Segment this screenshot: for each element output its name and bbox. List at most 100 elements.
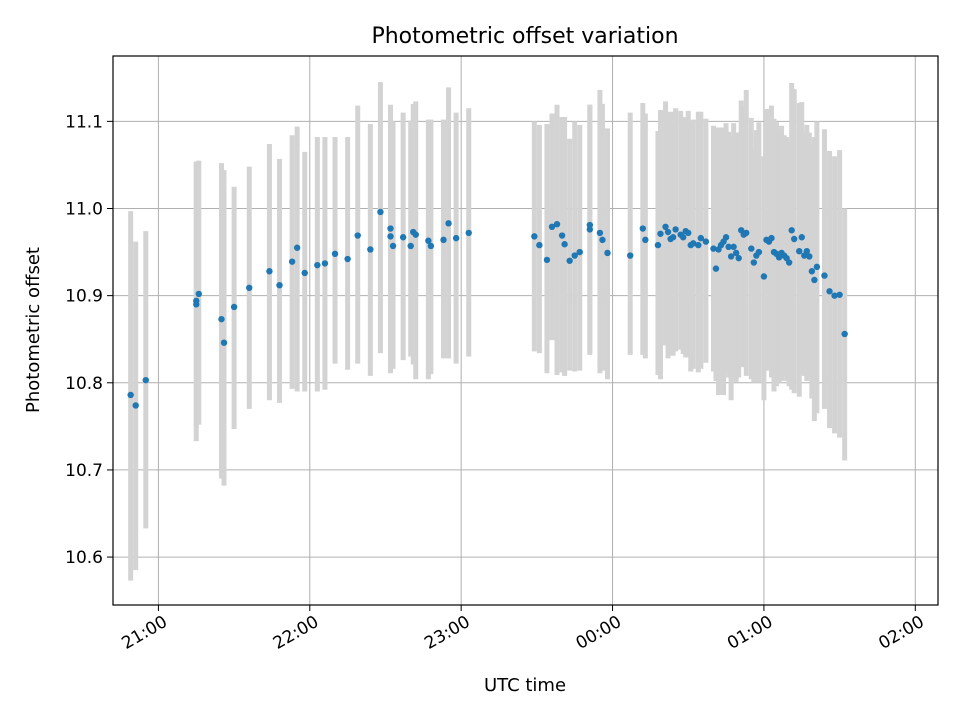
data-point <box>407 242 414 250</box>
data-point <box>354 232 361 239</box>
data-point <box>727 253 735 260</box>
data-point <box>808 268 816 275</box>
data-point <box>543 256 551 264</box>
data-point <box>596 229 604 237</box>
data-point <box>748 245 755 252</box>
data-point <box>841 330 848 338</box>
data-point <box>301 269 308 277</box>
data-point <box>811 276 818 284</box>
data-point <box>566 257 573 264</box>
data-point <box>399 234 407 241</box>
data-point <box>321 260 329 267</box>
data-point <box>276 281 283 289</box>
data-point <box>697 234 705 242</box>
data-point <box>142 376 149 384</box>
plot-area-frame <box>112 55 939 606</box>
data-point <box>710 245 717 252</box>
data-point <box>785 259 793 266</box>
data-point <box>387 225 394 232</box>
data-point <box>725 243 732 251</box>
x-axis: 21:00 22:00 23:00 00:00 01:00 02:00 <box>118 605 928 654</box>
x-tick-label: 00:00 <box>573 612 625 654</box>
data-point <box>654 241 662 249</box>
data-point <box>558 232 566 239</box>
data-point <box>806 253 813 260</box>
data-point <box>465 229 472 237</box>
data-point <box>195 290 202 298</box>
data-point <box>831 292 838 299</box>
y-tick-label: 10.7 <box>65 461 103 481</box>
data-point <box>690 240 697 247</box>
data-point <box>664 228 672 236</box>
data-point <box>743 229 750 237</box>
data-point <box>735 254 742 262</box>
x-tick-label: 21:00 <box>118 612 170 654</box>
data-point <box>571 252 578 259</box>
data-point <box>702 238 710 245</box>
data-point <box>127 391 134 399</box>
data-point <box>685 229 692 237</box>
data-point <box>657 230 664 237</box>
data-point <box>722 234 730 241</box>
data-point <box>220 339 228 346</box>
data-point <box>440 236 447 244</box>
data-point <box>642 236 649 244</box>
x-axis-label: UTC time <box>484 675 566 696</box>
data-point <box>412 231 419 238</box>
data-point <box>712 265 720 272</box>
data-point <box>604 249 611 257</box>
data-point <box>553 220 561 228</box>
data-point <box>561 241 568 248</box>
data-point <box>732 249 740 257</box>
data-point <box>627 252 634 259</box>
x-tick-label: 01:00 <box>724 612 776 654</box>
data-point <box>425 237 432 244</box>
data-point <box>445 220 452 227</box>
x-tick-label: 23:00 <box>421 612 473 654</box>
data-point <box>796 248 803 255</box>
data-point <box>246 284 253 291</box>
data-point <box>760 273 768 280</box>
data-point <box>672 226 679 233</box>
y-tick-label: 11.1 <box>65 112 103 132</box>
data-point <box>452 234 460 242</box>
data-point <box>531 233 538 240</box>
data-point <box>695 241 702 249</box>
data-point <box>548 223 556 230</box>
data-point <box>803 248 811 255</box>
error-bars <box>128 82 848 581</box>
data-point <box>389 242 397 250</box>
data-point <box>813 263 821 271</box>
data-point <box>576 248 583 256</box>
y-axis-label: Photometric offset <box>23 247 44 413</box>
data-points <box>127 208 848 409</box>
data-point <box>836 291 843 298</box>
data-point <box>679 234 687 241</box>
data-point <box>755 248 763 256</box>
x-tick-label: 02:00 <box>875 612 927 654</box>
chart-title: Photometric offset variation <box>371 24 678 49</box>
data-point <box>798 234 805 241</box>
data-point <box>821 272 828 279</box>
data-point <box>750 259 758 266</box>
y-tick-label: 11.0 <box>65 200 103 220</box>
data-point <box>193 301 200 308</box>
data-point <box>344 255 351 263</box>
x-tick-label: 22:00 <box>270 612 322 654</box>
data-point <box>331 250 339 258</box>
y-tick-label: 10.9 <box>65 287 103 307</box>
data-point <box>639 225 647 232</box>
data-point <box>132 402 139 409</box>
data-point <box>790 235 798 243</box>
data-point <box>288 258 296 265</box>
data-point <box>662 223 669 230</box>
y-tick-label: 10.6 <box>65 548 103 568</box>
data-point <box>230 303 238 311</box>
data-point <box>367 246 374 253</box>
data-point <box>730 243 737 251</box>
data-point <box>293 244 301 251</box>
data-point <box>768 234 775 242</box>
data-point <box>599 236 606 244</box>
y-tick-label: 10.8 <box>65 374 103 394</box>
